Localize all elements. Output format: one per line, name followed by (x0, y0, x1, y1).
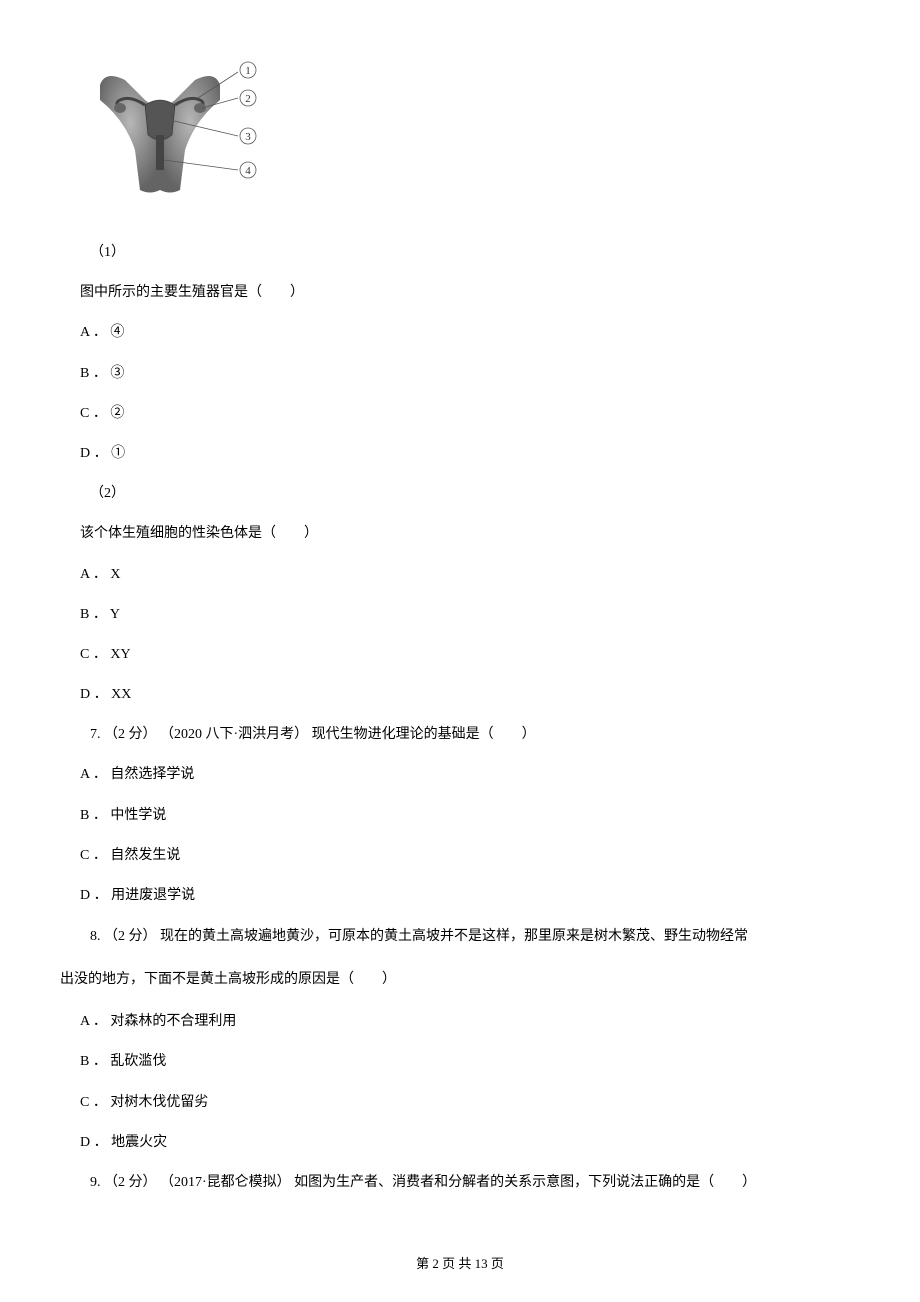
question-7-text: 7. （2 分） （2020 八下·泗洪月考） 现代生物进化理论的基础是（ ） (90, 722, 860, 747)
question-8: 8. （2 分） 现在的黄土高坡遍地黄沙，可原本的黄土高坡并不是这样，那里原来是… (60, 923, 860, 1155)
svg-text:3: 3 (245, 131, 251, 143)
reproductive-diagram-svg: 1 2 3 4 (90, 50, 275, 200)
option-b: B ． 中性学说 (80, 803, 860, 828)
page-footer: 第 2 页 共 13 页 (0, 1253, 920, 1272)
option-d: D ． 地震火灾 (80, 1130, 860, 1155)
question-6-sub1: （1） 图中所示的主要生殖器官是（ ） A ． ④ B ． ③ C ． ② D … (60, 240, 860, 466)
question-6-sub2: （2） 该个体生殖细胞的性染色体是（ ） A ． X B ． Y C ． XY … (60, 481, 860, 707)
question-7: 7. （2 分） （2020 八下·泗洪月考） 现代生物进化理论的基础是（ ） … (60, 722, 860, 908)
question-8-text-line1: 8. （2 分） 现在的黄土高坡遍地黄沙，可原本的黄土高坡并不是这样，那里原来是… (90, 923, 860, 951)
svg-text:2: 2 (245, 93, 251, 105)
option-c: C ． 对树木伐优留劣 (80, 1090, 860, 1115)
sub-question-2-text: 该个体生殖细胞的性染色体是（ ） (80, 521, 860, 546)
question-9-text: 9. （2 分） （2017·昆都仑模拟） 如图为生产者、消费者和分解者的关系示… (90, 1170, 860, 1195)
option-d: D ． XX (80, 682, 860, 707)
svg-text:4: 4 (245, 165, 251, 177)
sub-question-1-number: （1） (90, 240, 860, 265)
option-a: A ． 自然选择学说 (80, 762, 860, 787)
option-a: A ． 对森林的不合理利用 (80, 1009, 860, 1034)
sub-question-1-text: 图中所示的主要生殖器官是（ ） (80, 280, 860, 305)
anatomy-diagram: 1 2 3 4 (90, 50, 860, 205)
option-a: A ． X (80, 562, 860, 587)
option-a: A ． ④ (80, 320, 860, 345)
option-b: B ． ③ (80, 361, 860, 386)
option-c: C ． XY (80, 642, 860, 667)
option-c: C ． ② (80, 401, 860, 426)
option-d: D ． 用进废退学说 (80, 883, 860, 908)
question-9: 9. （2 分） （2017·昆都仑模拟） 如图为生产者、消费者和分解者的关系示… (60, 1170, 860, 1195)
question-8-text-line2: 出没的地方，下面不是黄土高坡形成的原因是（ ） (60, 966, 860, 994)
sub-question-2-number: （2） (90, 481, 860, 506)
option-c: C ． 自然发生说 (80, 843, 860, 868)
option-b: B ． Y (80, 602, 860, 627)
option-b: B ． 乱砍滥伐 (80, 1049, 860, 1074)
svg-text:1: 1 (245, 65, 251, 77)
option-d: D ． ① (80, 441, 860, 466)
